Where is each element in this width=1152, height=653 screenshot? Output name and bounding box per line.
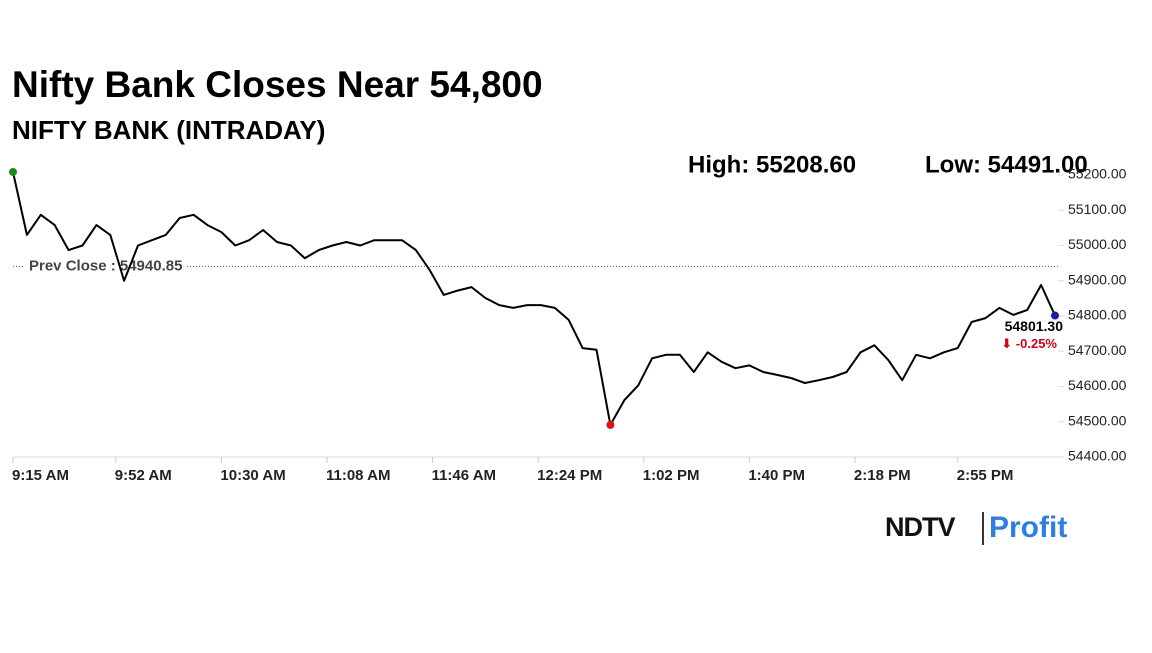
y-tick-label: 54600.00 [1068, 377, 1127, 393]
x-tick-label: 1:40 PM [748, 467, 805, 484]
x-tick-label: 11:08 AM [326, 467, 390, 484]
y-tick-label: 54700.00 [1068, 342, 1127, 358]
last-value-label: 54801.30 [1005, 318, 1064, 334]
chart-title: Nifty Bank Closes Near 54,800 [12, 64, 543, 105]
x-tick-label: 9:52 AM [115, 467, 172, 484]
logo-product: Profit [989, 511, 1067, 544]
x-tick-label: 1:02 PM [643, 467, 700, 484]
y-tick-label: 55200.00 [1068, 166, 1127, 182]
x-tick-label: 2:55 PM [957, 467, 1014, 484]
chart-subtitle: NIFTY BANK (INTRADAY) [12, 115, 325, 145]
x-tick-label: 9:15 AM [12, 467, 69, 484]
reference-label: Prev Close : 54940.85 [29, 257, 182, 274]
change-label: ⬇ -0.25% [1001, 336, 1057, 351]
y-tick-label: 54800.00 [1068, 307, 1127, 323]
high-marker [9, 167, 17, 176]
y-tick-label: 54500.00 [1068, 412, 1127, 428]
low-label: Low: 54491.00 [925, 151, 1088, 178]
y-tick-label: 55000.00 [1068, 236, 1127, 252]
reference-label-bg [25, 256, 187, 276]
low-marker [606, 420, 615, 429]
x-tick-label: 11:46 AM [432, 467, 496, 484]
y-tick-label: 55100.00 [1068, 201, 1127, 217]
price-line [12, 171, 1056, 426]
x-tick-label: 12:24 PM [537, 467, 602, 484]
y-tick-label: 54900.00 [1068, 271, 1127, 287]
logo-brand: NDTV [885, 512, 955, 542]
last-marker [1051, 311, 1059, 320]
x-tick-label: 10:30 AM [220, 467, 285, 484]
high-label: High: 55208.60 [688, 151, 856, 178]
x-tick-label: 2:18 PM [854, 467, 911, 484]
y-tick-label: 54400.00 [1068, 448, 1127, 464]
